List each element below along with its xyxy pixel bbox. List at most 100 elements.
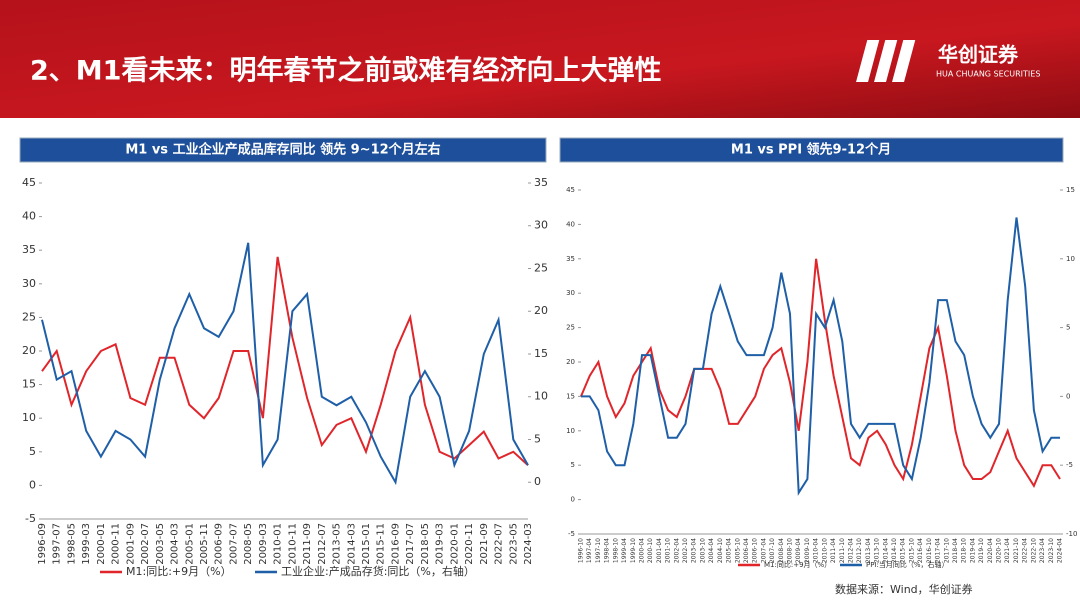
x-tick-label: 2020-10 — [996, 538, 1003, 563]
x-tick-label: 2018-04 — [952, 538, 959, 563]
x-tick-label: 2024-04 — [1057, 538, 1064, 563]
x-tick-label: 2002-07 — [140, 523, 151, 565]
x-tick-label: 1998-05 — [66, 523, 77, 565]
x-tick-label: 2004-04 — [708, 538, 715, 563]
x-tick-label: 2023-10 — [1048, 538, 1055, 563]
x-tick-label: 2005-11 — [199, 523, 210, 565]
x-tick-label: 2011-09 — [302, 523, 313, 565]
x-tick-label: 2019-03 — [435, 523, 446, 565]
y2-tick-label: 30 — [534, 219, 548, 232]
x-tick-label: 2005-01 — [184, 523, 195, 565]
x-tick-label: 2008-04 — [778, 538, 785, 563]
x-tick-label: 2008-05 — [243, 523, 254, 565]
x-tick-label: 2021-10 — [1013, 538, 1020, 563]
x-tick-label: 1996-09 — [37, 523, 48, 565]
y2-tick-label: 25 — [534, 261, 548, 274]
y-tick-label: 25 — [22, 310, 36, 323]
x-tick-label: 2015-01 — [361, 523, 372, 565]
legend-label: 工业企业:产成品存货:同比（%，右轴） — [281, 564, 475, 578]
y2-tick-label: 15 — [1066, 186, 1075, 194]
y-tick-label: 25 — [566, 324, 575, 332]
panel-header — [559, 137, 1064, 163]
x-tick-label: 2001-10 — [665, 538, 672, 563]
x-tick-label: 1999-04 — [621, 538, 628, 563]
logo-mark — [892, 40, 916, 82]
x-tick-label: 2021-09 — [479, 523, 490, 565]
x-tick-label: 2018-05 — [420, 523, 431, 565]
x-tick-label: 1998-10 — [612, 538, 619, 563]
y2-tick-label: 20 — [534, 304, 548, 317]
x-tick-label: 1999-03 — [81, 523, 92, 565]
x-tick-label: 2003-05 — [155, 523, 166, 565]
x-tick-label: 2000-04 — [638, 538, 645, 563]
y-tick-label: 0 — [29, 478, 36, 491]
y-tick-label: 5 — [571, 461, 575, 469]
series-line — [580, 258, 1061, 488]
x-tick-label: 2004-03 — [170, 523, 181, 565]
y-tick-label: 10 — [22, 411, 36, 424]
y2-tick-label: 35 — [534, 176, 548, 189]
y-tick-label: 40 — [566, 220, 575, 228]
logo-mark — [856, 40, 880, 82]
x-tick-label: 2001-09 — [125, 523, 136, 565]
y-tick-label: 5 — [29, 445, 36, 458]
panel-header — [19, 137, 547, 163]
x-tick-label: 2012-10 — [856, 538, 863, 563]
y2-tick-label: 5 — [1066, 324, 1070, 332]
y2-tick-label: 0 — [1066, 392, 1070, 400]
logo-text: 华创证券 — [938, 43, 1019, 67]
y-tick-label: 20 — [22, 344, 36, 357]
x-tick-label: 2023-05 — [508, 523, 519, 565]
legend-label: M1:同比:+9月（%） — [126, 565, 232, 578]
x-tick-label: 2015-11 — [376, 523, 387, 565]
y-tick-label: 15 — [22, 378, 36, 391]
x-tick-label: 2007-07 — [228, 523, 239, 565]
y2-tick-label: -10 — [1066, 530, 1077, 538]
x-tick-label: 1999-10 — [630, 538, 637, 563]
x-tick-label: 2009-10 — [804, 538, 811, 563]
x-tick-label: 2009-04 — [795, 538, 802, 563]
x-tick-label: 2011-04 — [830, 538, 837, 563]
x-tick-label: 2000-01 — [96, 523, 107, 565]
y2-tick-label: 5 — [534, 432, 541, 445]
x-tick-label: 2015-04 — [900, 538, 907, 563]
x-tick-label: 2017-07 — [405, 523, 416, 565]
y-tick-label: 20 — [566, 358, 575, 366]
x-tick-label: 2017-10 — [943, 538, 950, 563]
y-tick-label: 40 — [22, 210, 36, 223]
x-tick-label: 2005-10 — [734, 538, 741, 563]
x-tick-label: 2020-11 — [464, 523, 475, 565]
series-line — [581, 217, 1060, 496]
x-tick-label: 2007-04 — [760, 538, 767, 563]
y-tick-label: 45 — [22, 176, 36, 189]
x-tick-label: 2016-04 — [917, 538, 924, 563]
y2-tick-label: 0 — [534, 475, 541, 488]
x-tick-label: 1996-10 — [578, 538, 585, 563]
y-tick-label: 30 — [22, 277, 36, 290]
y2-tick-label: 10 — [1066, 255, 1075, 263]
y2-tick-label: -5 — [1066, 461, 1073, 469]
x-tick-label: 2006-04 — [743, 538, 750, 563]
x-tick-label: 1997-04 — [586, 538, 593, 563]
x-tick-label: 2018-10 — [961, 538, 968, 563]
panel-title: M1 vs PPI 领先9-12个月 — [731, 142, 891, 158]
x-tick-label: 2016-10 — [926, 538, 933, 563]
x-tick-label: 2022-04 — [1022, 538, 1029, 563]
slide-title: 2、M1看未来：明年春节之前或难有经济向上大弹性 — [30, 55, 661, 87]
series-line — [41, 256, 529, 466]
x-tick-label: 2008-10 — [787, 538, 794, 563]
x-tick-label: 2020-04 — [987, 538, 994, 563]
y-tick-label: 35 — [22, 243, 36, 256]
logo-subtext: HUA CHUANG SECURITIES — [936, 70, 1040, 79]
x-tick-label: 2009-03 — [258, 523, 269, 565]
y2-tick-label: 15 — [534, 347, 548, 360]
logo-mark — [874, 40, 898, 82]
x-tick-label: 2021-04 — [1004, 538, 1011, 563]
y-tick-label: 15 — [566, 392, 575, 400]
source-note: 数据来源：Wind，华创证券 — [835, 582, 973, 596]
x-tick-label: 2024-03 — [523, 523, 534, 565]
x-tick-label: 2000-11 — [111, 523, 122, 565]
y-tick-label: -5 — [568, 530, 575, 538]
x-tick-label: 1997-07 — [52, 523, 63, 565]
